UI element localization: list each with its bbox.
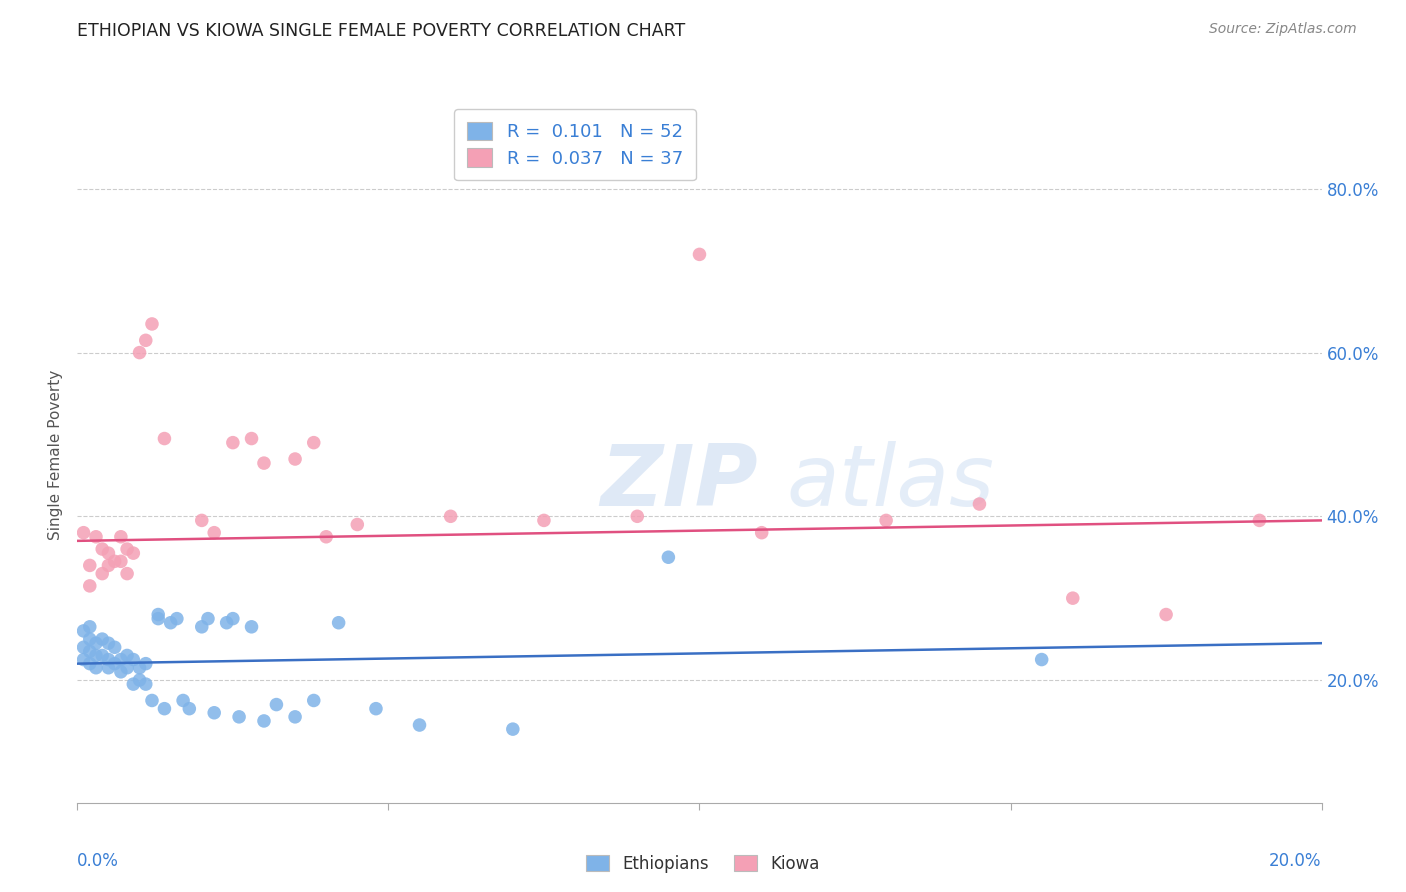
Point [79,644,101,658]
Point [202,706,225,720]
Point [875,513,897,527]
Point [228,710,250,724]
Point [97,546,120,560]
Point [222,435,245,450]
Point [72,525,94,540]
Point [115,661,138,675]
Point [166,612,188,626]
Point [104,640,127,655]
Text: ETHIOPIAN VS KIOWA SINGLE FEMALE POVERTY CORRELATION CHART: ETHIOPIAN VS KIOWA SINGLE FEMALE POVERTY… [77,22,686,40]
Point [284,710,307,724]
Point [91,566,114,581]
Legend: Ethiopians, Kiowa: Ethiopians, Kiowa [579,848,827,880]
Point [110,530,132,544]
Point [97,558,120,573]
Point [408,718,430,732]
Point [315,530,337,544]
Point [122,546,145,560]
Point [128,673,150,687]
Point [122,652,145,666]
Point [159,615,181,630]
Point [689,247,711,261]
Point [110,665,132,679]
Point [302,435,325,450]
Point [302,693,325,707]
Point [969,497,991,511]
Point [148,612,170,626]
Point [72,640,94,655]
Point [79,657,101,671]
Point [135,677,157,691]
Point [110,652,132,666]
Point [128,661,150,675]
Point [91,648,114,663]
Point [253,714,276,728]
Point [97,652,120,666]
Point [1154,607,1177,622]
Point [1031,652,1053,666]
Text: atlas: atlas [786,442,994,524]
Point [240,620,263,634]
Point [346,517,368,532]
Point [364,701,387,715]
Y-axis label: Single Female Poverty: Single Female Poverty [48,370,63,540]
Text: ZIP: ZIP [600,442,758,524]
Point [84,636,107,650]
Point [191,620,214,634]
Point [97,661,120,675]
Point [91,632,114,646]
Point [197,612,219,626]
Point [626,509,648,524]
Point [122,677,145,691]
Point [284,452,307,467]
Point [222,612,245,626]
Text: 0.0%: 0.0% [77,852,120,870]
Point [240,432,263,446]
Point [79,579,101,593]
Point [97,636,120,650]
Point [115,542,138,557]
Point [148,607,170,622]
Point [135,334,157,348]
Point [266,698,288,712]
Text: 20.0%: 20.0% [1270,852,1322,870]
Point [115,648,138,663]
Point [533,513,555,527]
Point [215,615,238,630]
Point [179,701,201,715]
Point [1249,513,1271,527]
Legend: R =  0.101   N = 52, R =  0.037   N = 37: R = 0.101 N = 52, R = 0.037 N = 37 [454,109,696,180]
Point [104,554,127,568]
Point [79,620,101,634]
Point [84,648,107,663]
Point [115,566,138,581]
Point [440,509,463,524]
Point [72,652,94,666]
Point [79,632,101,646]
Point [84,530,107,544]
Point [153,701,176,715]
Point [141,317,163,331]
Point [135,657,157,671]
Point [253,456,276,470]
Point [328,615,350,630]
Point [128,345,150,359]
Point [202,525,225,540]
Point [1062,591,1084,606]
Point [84,661,107,675]
Point [751,525,773,540]
Point [502,722,524,736]
Point [657,550,679,565]
Point [104,657,127,671]
Text: Source: ZipAtlas.com: Source: ZipAtlas.com [1209,22,1357,37]
Point [191,513,214,527]
Point [172,693,194,707]
Point [79,558,101,573]
Point [72,624,94,638]
Point [153,432,176,446]
Point [91,542,114,557]
Point [110,554,132,568]
Point [141,693,163,707]
